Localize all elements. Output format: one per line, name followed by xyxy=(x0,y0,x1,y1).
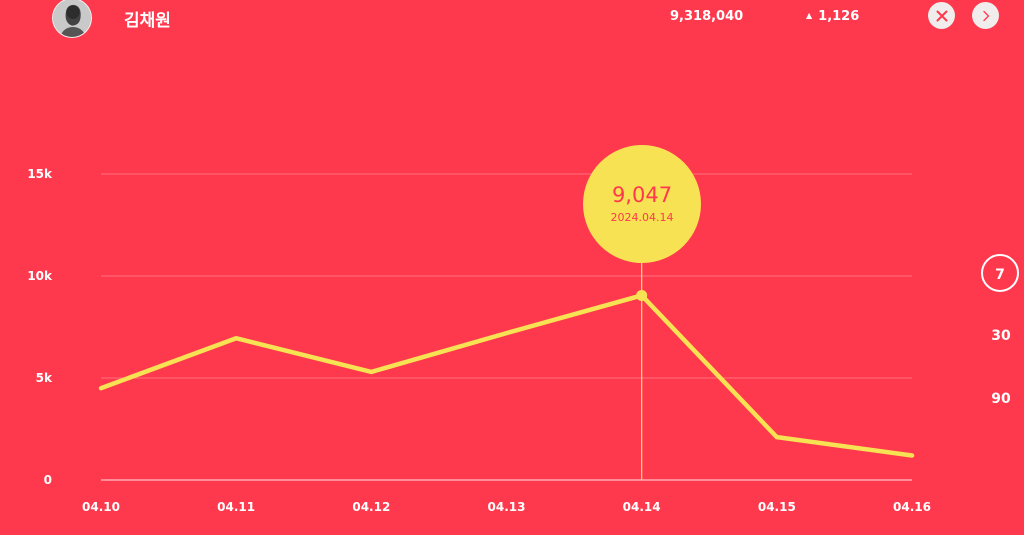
tooltip-bubble: 9,047 2024.04.14 xyxy=(583,145,701,263)
tooltip-value: 9,047 xyxy=(611,183,673,207)
series-line xyxy=(98,292,915,458)
header: 김채원 9,318,040 ▲ 1,126 xyxy=(0,0,1024,38)
change-value: 1,126 xyxy=(818,9,860,24)
x-tick-label: 04.14 xyxy=(623,500,661,514)
x-tick-label: 04.13 xyxy=(488,500,526,514)
x-tick-label: 04.10 xyxy=(82,500,120,514)
tooltip-date: 2024.04.14 xyxy=(610,211,674,224)
range-option-7[interactable]: 7 xyxy=(981,254,1019,292)
chevron-right-icon xyxy=(982,10,989,21)
x-tick-label: 04.16 xyxy=(893,500,931,514)
close-icon xyxy=(936,10,947,21)
y-tick-label: 5k xyxy=(36,371,53,385)
total-count: 9,318,040 xyxy=(670,9,744,24)
range-option-30[interactable]: 30 xyxy=(991,328,1011,344)
y-tick-label: 0 xyxy=(44,473,52,487)
artist-name: 김채원 xyxy=(124,11,171,31)
x-tick-label: 04.15 xyxy=(758,500,796,514)
data-point-highlight xyxy=(636,289,648,301)
change-count: ▲ 1,126 xyxy=(806,9,859,24)
next-button[interactable] xyxy=(972,2,999,29)
x-tick-label: 04.12 xyxy=(352,500,390,514)
avatar[interactable] xyxy=(52,0,92,38)
range-option-90[interactable]: 90 xyxy=(991,391,1011,407)
close-button[interactable] xyxy=(928,2,955,29)
triangle-up-icon: ▲ xyxy=(806,11,813,20)
y-tick-label: 10k xyxy=(27,269,53,283)
x-tick-label: 04.11 xyxy=(217,500,255,514)
y-tick-label: 15k xyxy=(27,167,53,181)
